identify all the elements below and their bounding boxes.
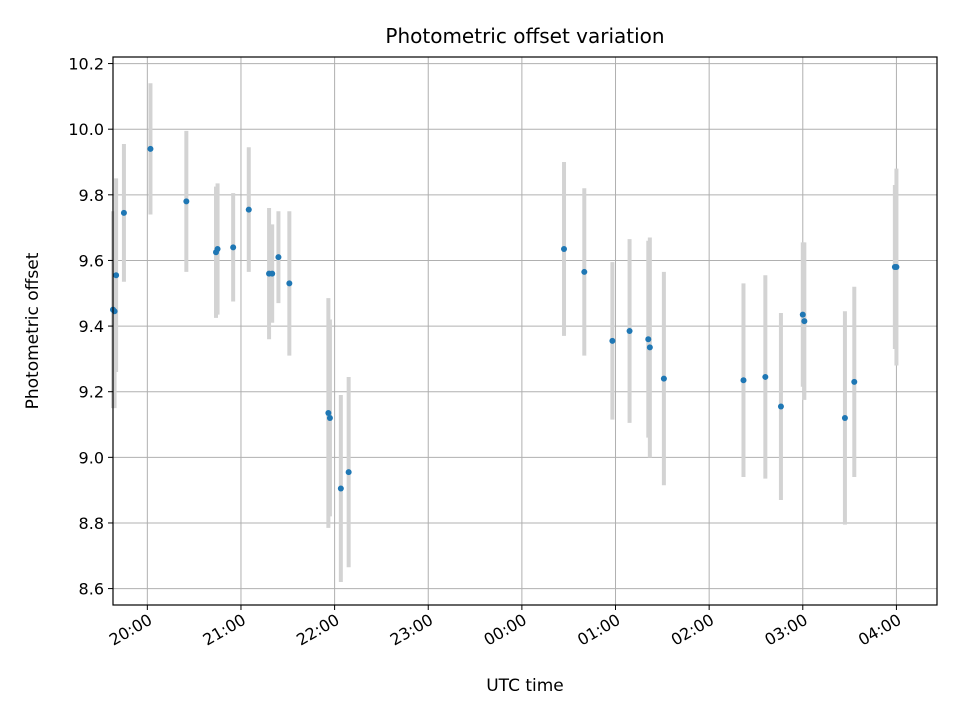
y-tick-label: 10.0 bbox=[68, 120, 104, 139]
data-point bbox=[286, 280, 293, 287]
y-tick-label: 9.8 bbox=[79, 186, 104, 205]
y-axis-label: Photometric offset bbox=[23, 252, 43, 409]
data-point bbox=[269, 270, 276, 277]
data-point bbox=[626, 328, 633, 334]
data-point bbox=[851, 378, 858, 385]
y-tick-label: 9.6 bbox=[79, 251, 104, 270]
data-point bbox=[230, 244, 237, 251]
data-point bbox=[113, 272, 120, 279]
data-point bbox=[147, 145, 154, 152]
chart-title: Photometric offset variation bbox=[385, 24, 664, 48]
plot-frame bbox=[112, 56, 938, 606]
data-point bbox=[740, 377, 747, 384]
data-point bbox=[245, 206, 252, 213]
data-point bbox=[561, 245, 568, 252]
data-point bbox=[337, 485, 344, 492]
y-tick-label: 9.0 bbox=[79, 448, 104, 467]
data-point bbox=[214, 245, 221, 252]
data-point bbox=[660, 375, 667, 382]
data-point bbox=[799, 311, 806, 318]
y-tick-label: 9.4 bbox=[79, 317, 104, 336]
data-point bbox=[609, 337, 616, 344]
data-points bbox=[110, 145, 900, 492]
grid-lines bbox=[113, 57, 937, 605]
y-tick-label: 9.2 bbox=[79, 383, 104, 402]
data-point bbox=[326, 414, 333, 421]
data-point bbox=[581, 268, 588, 275]
data-point bbox=[275, 254, 282, 261]
data-point bbox=[646, 344, 653, 351]
data-point bbox=[777, 403, 784, 410]
data-point bbox=[893, 264, 900, 271]
data-point bbox=[762, 373, 769, 380]
x-axis-label: UTC time bbox=[486, 676, 564, 696]
data-point bbox=[120, 209, 127, 216]
data-point bbox=[841, 414, 848, 421]
data-point bbox=[345, 469, 352, 476]
data-point bbox=[645, 336, 652, 343]
data-point bbox=[801, 318, 808, 325]
y-tick-label: 8.8 bbox=[79, 514, 104, 533]
data-point bbox=[325, 410, 332, 417]
y-tick-label: 8.6 bbox=[79, 580, 104, 599]
y-axis-ticks: 8.6 8.8 9.0 9.2 9.4 9.6 9.8 10.0 10.2 bbox=[68, 55, 113, 599]
y-tick-label: 10.2 bbox=[68, 55, 104, 74]
data-point bbox=[183, 198, 190, 205]
